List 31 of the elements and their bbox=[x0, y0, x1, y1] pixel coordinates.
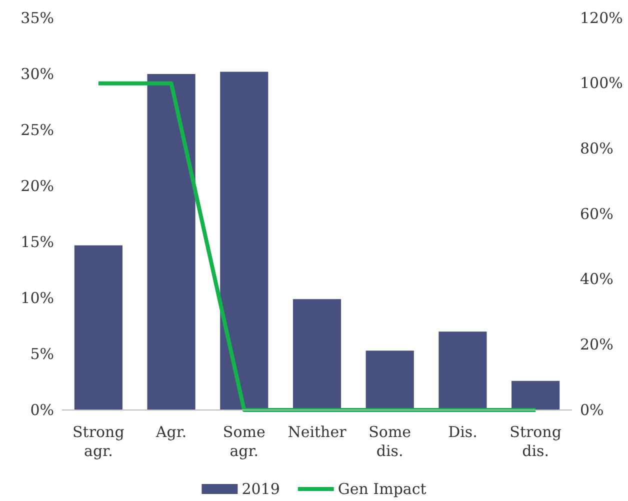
x-tick-label: Agr. bbox=[154, 423, 187, 441]
x-tick-label: Some agr. bbox=[222, 423, 266, 460]
bar bbox=[74, 245, 122, 410]
y2-tick-label: 40% bbox=[580, 270, 614, 288]
x-tick-label: Some dis. bbox=[368, 423, 412, 460]
bar bbox=[366, 350, 414, 410]
bar bbox=[147, 74, 196, 410]
y-tick-label: 5% bbox=[30, 344, 54, 363]
legend-label: 2019 bbox=[242, 480, 280, 498]
x-tick-label: Dis. bbox=[448, 423, 478, 441]
y-tick-label: 25% bbox=[20, 120, 54, 139]
y2-tick-label: 100% bbox=[580, 74, 623, 92]
bar bbox=[292, 299, 342, 410]
bar bbox=[220, 72, 268, 410]
y-tick-label: 15% bbox=[20, 232, 54, 251]
x-tick-label: Neither bbox=[288, 423, 348, 441]
y2-tick-label: 60% bbox=[580, 204, 614, 223]
y-tick-label: 30% bbox=[20, 64, 54, 83]
x-tick-label: Strong dis. bbox=[510, 423, 562, 460]
y2-tick-label: 0% bbox=[580, 400, 604, 419]
legend-label: Gen Impact bbox=[338, 480, 426, 498]
bar bbox=[438, 332, 487, 410]
y-tick-label: 20% bbox=[20, 176, 54, 195]
bar bbox=[512, 380, 560, 410]
x-tick-label: Strong agr. bbox=[72, 423, 125, 460]
y2-tick-label: 120% bbox=[580, 8, 623, 27]
y-tick-label: 0% bbox=[30, 400, 54, 419]
y-tick-label: 10% bbox=[20, 288, 54, 307]
y2-tick-label: 80% bbox=[580, 139, 614, 158]
y2-tick-label: 20% bbox=[580, 335, 614, 354]
y-tick-label: 35% bbox=[20, 8, 54, 27]
